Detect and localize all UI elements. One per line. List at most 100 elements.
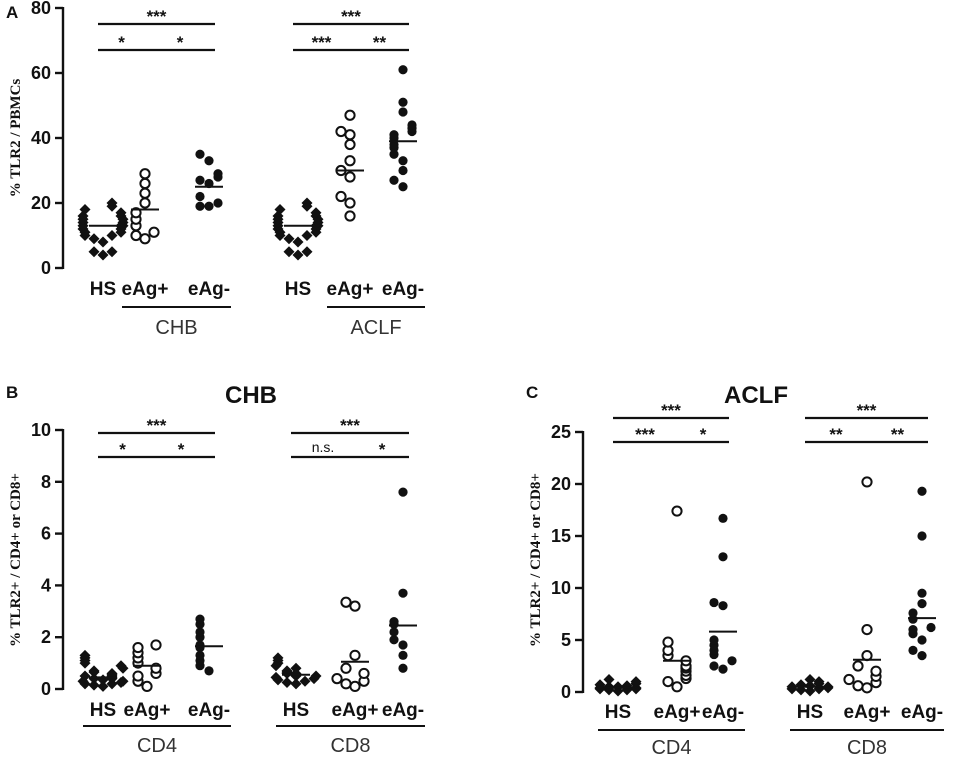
y-tick-label: 2 — [41, 627, 51, 647]
data-point — [917, 588, 927, 598]
data-point — [389, 149, 399, 159]
data-point — [908, 645, 918, 656]
data-point — [852, 660, 864, 672]
data-point — [917, 531, 927, 541]
group-label: CD8 — [847, 737, 887, 759]
data-point — [843, 673, 855, 686]
significance-label: *** — [635, 425, 655, 444]
data-point — [612, 681, 624, 693]
data-point — [389, 617, 399, 627]
data-point — [398, 487, 408, 497]
data-point — [115, 660, 127, 672]
data-point — [340, 596, 352, 608]
data-point — [398, 640, 408, 650]
y-tick-label: 5 — [561, 630, 571, 650]
data-point — [310, 207, 322, 219]
category-label: eAg- — [702, 702, 744, 723]
data-point — [870, 665, 882, 677]
data-point — [389, 175, 399, 185]
data-point — [88, 679, 100, 691]
data-point — [106, 667, 118, 679]
y-tick-label: 80 — [31, 0, 51, 18]
data-point — [88, 673, 100, 685]
panel-letter: C — [526, 383, 538, 402]
data-point — [709, 635, 719, 645]
data-point — [398, 97, 408, 107]
significance-label: * — [700, 425, 707, 444]
data-point — [389, 635, 399, 645]
y-tick-label: 0 — [41, 679, 51, 699]
data-point — [270, 671, 282, 683]
y-tick-label: 4 — [41, 575, 51, 595]
data-point — [195, 201, 205, 211]
data-point — [813, 676, 825, 688]
data-point — [139, 177, 151, 190]
y-tick-label: 10 — [551, 578, 571, 598]
data-point — [283, 233, 295, 245]
data-point — [204, 156, 214, 166]
data-point — [594, 679, 606, 691]
significance-label: * — [119, 440, 126, 459]
category-label: HS — [605, 702, 631, 723]
data-point — [344, 155, 356, 167]
data-point — [344, 138, 356, 151]
data-point — [709, 597, 719, 608]
data-point — [117, 675, 129, 687]
data-point — [281, 677, 293, 689]
data-point — [79, 649, 91, 661]
data-point — [861, 682, 873, 694]
significance-label: *** — [661, 401, 681, 420]
category-label: eAg- — [188, 700, 230, 721]
data-point — [917, 635, 927, 645]
data-point — [106, 197, 118, 209]
data-point — [718, 513, 728, 523]
data-point — [301, 197, 313, 209]
y-axis-label: % TLR2+ / CD4+ or CD8+ — [528, 473, 544, 647]
data-point — [335, 125, 347, 138]
category-label: HS — [283, 700, 309, 721]
significance-label: *** — [340, 416, 360, 435]
data-point — [290, 662, 302, 674]
data-point — [335, 190, 347, 203]
group-label: CD4 — [137, 735, 177, 757]
data-point — [195, 175, 205, 185]
data-point — [340, 662, 352, 674]
y-tick-label: 15 — [551, 526, 571, 546]
data-point — [97, 236, 109, 248]
data-point — [389, 130, 399, 140]
data-point — [310, 670, 322, 682]
significance-label: * — [177, 33, 184, 52]
y-tick-label: 20 — [551, 474, 571, 494]
category-label: eAg+ — [332, 700, 379, 721]
group-label: CD8 — [330, 735, 370, 757]
significance-label: *** — [147, 7, 167, 26]
data-point — [344, 210, 356, 222]
y-tick-label: 60 — [31, 63, 51, 83]
group-label: CD4 — [651, 737, 691, 759]
data-point — [718, 601, 728, 611]
data-point — [358, 667, 370, 680]
data-point — [106, 230, 118, 241]
data-point — [398, 650, 408, 660]
data-point — [662, 676, 674, 688]
panel-letter: A — [6, 3, 18, 22]
y-axis-label: % TLR2 / PBMCs — [8, 79, 24, 198]
data-point — [139, 233, 151, 245]
data-point — [148, 226, 160, 238]
data-point — [852, 680, 864, 692]
y-tick-label: 6 — [41, 524, 51, 544]
category-label: eAg- — [382, 279, 424, 300]
y-tick-label: 0 — [41, 258, 51, 278]
data-point — [139, 187, 151, 199]
data-point — [97, 249, 109, 261]
data-point — [299, 675, 311, 687]
data-point — [106, 246, 118, 258]
data-point — [132, 641, 144, 654]
data-point — [917, 651, 927, 661]
data-point — [88, 665, 100, 677]
data-point — [727, 656, 737, 666]
data-point — [630, 676, 642, 688]
significance-label: ** — [829, 425, 843, 444]
